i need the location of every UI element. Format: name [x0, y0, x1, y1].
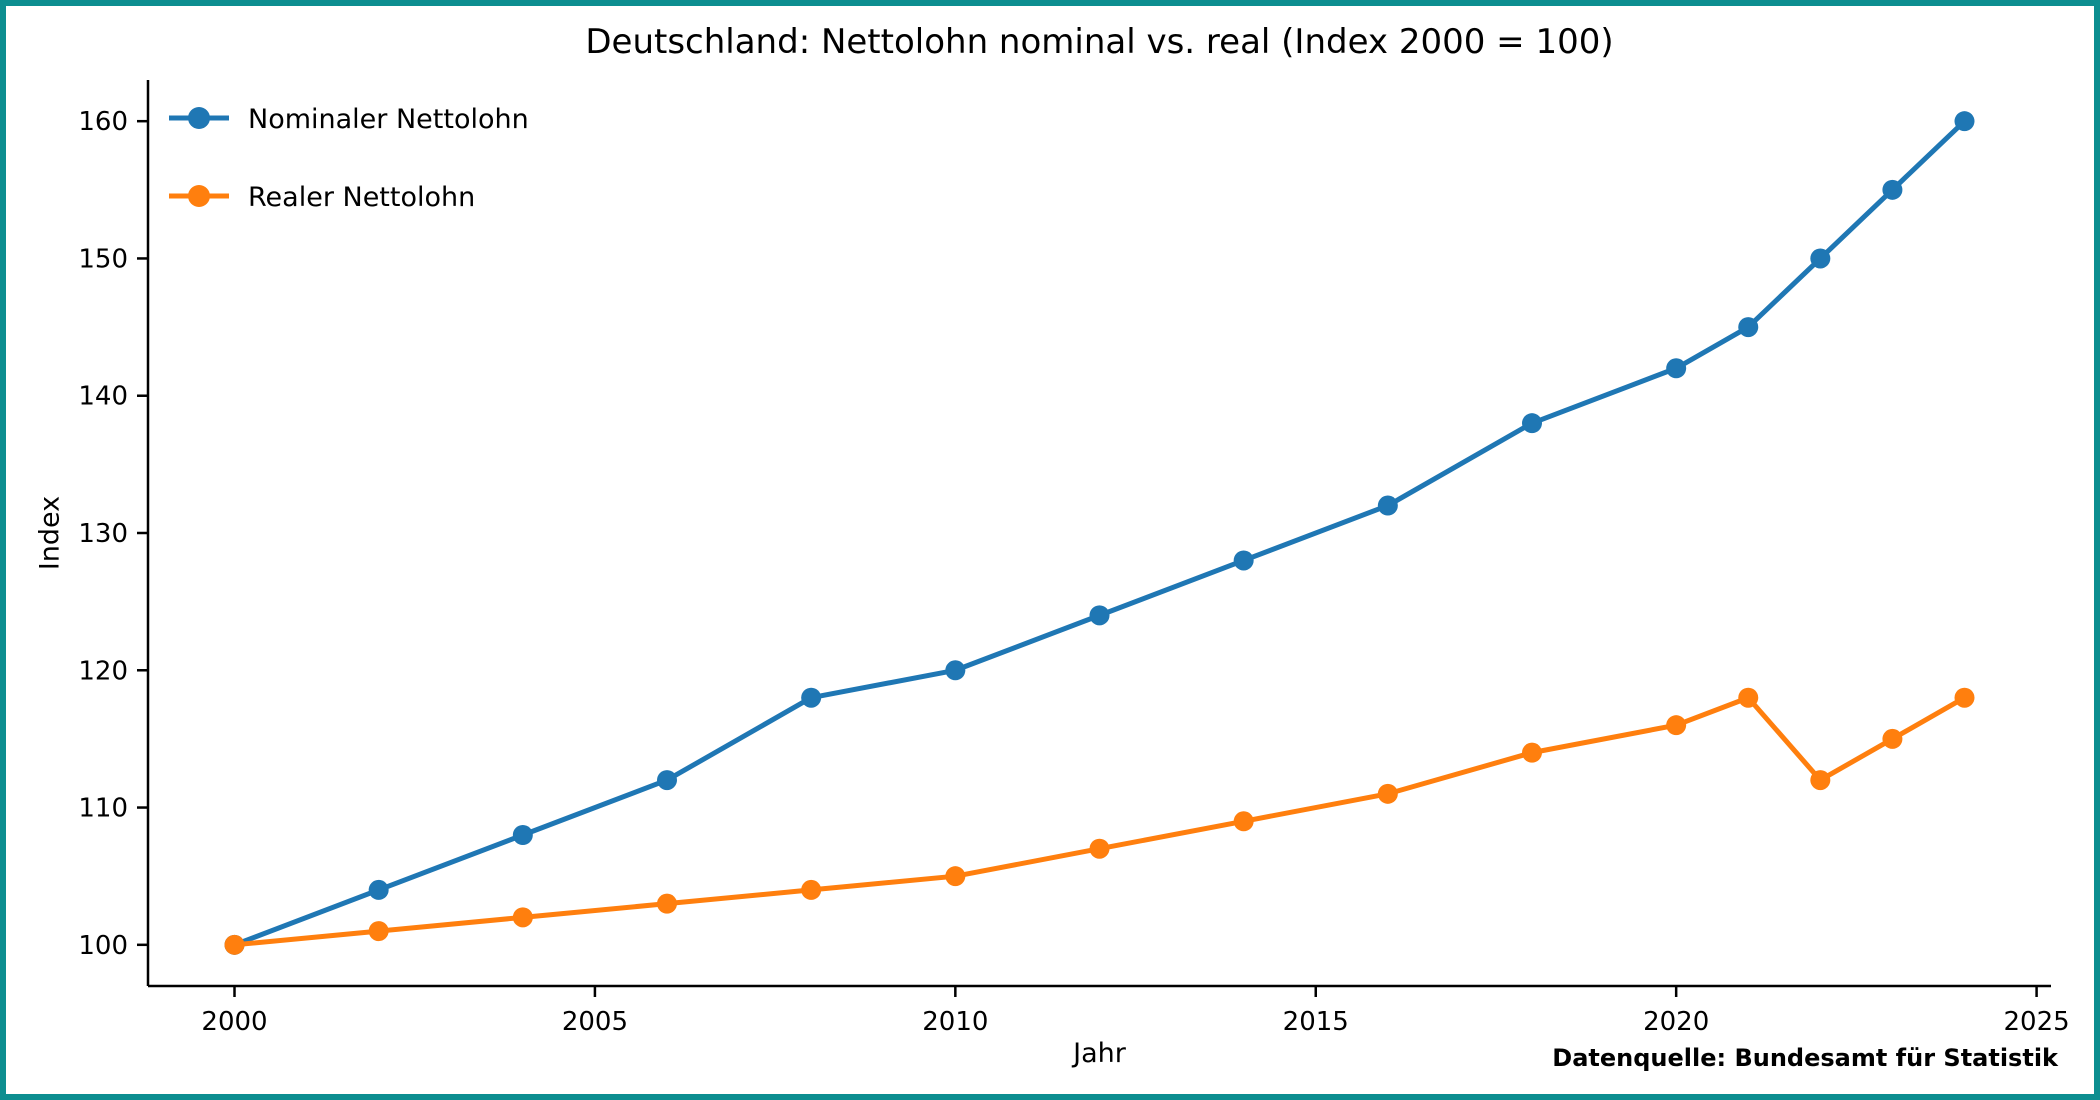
data-point-nominaler-nettolohn-2022 — [1810, 248, 1831, 269]
data-point-nominaler-nettolohn-2016 — [1377, 495, 1398, 516]
data-point-realer-nettolohn-2016 — [1377, 783, 1398, 804]
data-point-realer-nettolohn-2002 — [368, 921, 389, 942]
data-point-realer-nettolohn-2021 — [1738, 687, 1759, 708]
data-point-realer-nettolohn-2012 — [1089, 838, 1110, 859]
legend-label-realer-nettolohn: Realer Nettolohn — [248, 182, 475, 213]
y-tick-label: 120 — [78, 656, 128, 686]
x-tick-label: 2000 — [201, 1007, 267, 1037]
x-tick-label: 2020 — [1643, 1007, 1709, 1037]
data-point-nominaler-nettolohn-2014 — [1233, 550, 1254, 571]
data-point-nominaler-nettolohn-2010 — [945, 660, 966, 681]
data-point-realer-nettolohn-2018 — [1522, 742, 1542, 763]
x-tick-label: 2005 — [562, 1007, 628, 1037]
data-point-realer-nettolohn-2000 — [224, 934, 245, 955]
series-line-nominaler-nettolohn — [232, 118, 1967, 948]
series-line-realer-nettolohn — [232, 695, 1967, 948]
data-point-nominaler-nettolohn-2008 — [801, 687, 822, 708]
data-point-realer-nettolohn-2022 — [1810, 770, 1831, 791]
data-point-nominaler-nettolohn-2006 — [657, 770, 677, 791]
legend-marker-icon-realer-nettolohn — [188, 185, 210, 207]
data-point-nominaler-nettolohn-2018 — [1522, 413, 1542, 434]
x-tick-label: 2015 — [1283, 1007, 1349, 1037]
chart-plot-area: 2000 2005 2010 2015 2020 2025 100 110 120 130 140 1… — [78, 80, 2070, 1037]
y-tick-label: 130 — [78, 519, 128, 549]
data-point-nominaler-nettolohn-2012 — [1089, 605, 1110, 626]
x-axis-label: Jahr — [1073, 1038, 1126, 1069]
y-tick-label: 150 — [78, 244, 128, 274]
data-point-nominaler-nettolohn-2024 — [1954, 111, 1975, 132]
legend-marker-icon-nominaler-nettolohn — [188, 107, 210, 129]
data-point-realer-nettolohn-2008 — [801, 879, 822, 900]
y-tick-label: 140 — [78, 382, 128, 412]
legend-label-nominaler-nettolohn: Nominaler Nettolohn — [248, 104, 529, 135]
data-point-realer-nettolohn-2023 — [1882, 728, 1903, 749]
data-point-realer-nettolohn-2006 — [657, 893, 677, 914]
data-point-realer-nettolohn-2020 — [1666, 715, 1687, 736]
data-point-nominaler-nettolohn-2002 — [368, 879, 389, 900]
data-point-nominaler-nettolohn-2023 — [1882, 179, 1903, 200]
y-tick-label: 110 — [78, 794, 128, 824]
chart-title: Deutschland: Nettolohn nominal vs. real … — [585, 22, 1614, 62]
y-axis-label: Index — [34, 495, 66, 571]
data-point-realer-nettolohn-2014 — [1233, 811, 1254, 832]
source-note: Datenquelle: Bundesamt für Statistik — [1552, 1044, 2058, 1072]
data-point-realer-nettolohn-2004 — [512, 907, 533, 928]
data-point-realer-nettolohn-2024 — [1954, 687, 1975, 708]
y-tick-label: 100 — [78, 931, 128, 961]
data-point-nominaler-nettolohn-2021 — [1738, 317, 1759, 338]
y-tick-label: 160 — [78, 107, 128, 137]
x-tick-label: 2025 — [2003, 1007, 2069, 1037]
data-point-nominaler-nettolohn-2004 — [512, 825, 533, 845]
data-point-nominaler-nettolohn-2020 — [1666, 358, 1687, 379]
data-point-realer-nettolohn-2010 — [945, 866, 966, 887]
x-tick-label: 2010 — [922, 1007, 988, 1037]
